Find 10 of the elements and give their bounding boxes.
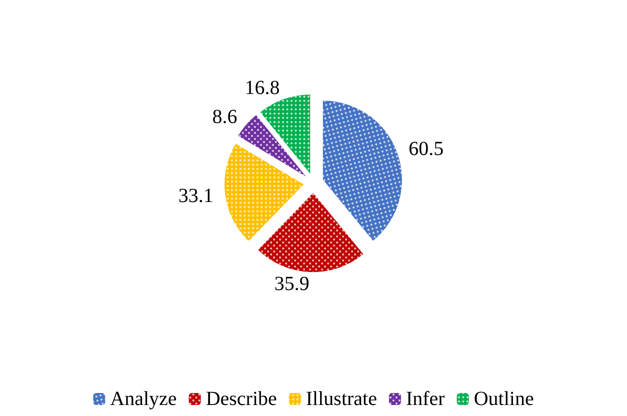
legend-label: Infer [406,388,446,410]
legend-label: Outline [474,388,534,410]
data-label: 60.5 [408,138,444,160]
legend-label: Analyze [110,388,177,410]
legend-label: Illustrate [306,388,378,410]
data-label: 35.9 [274,272,310,295]
data-label: 16.8 [244,76,280,99]
data-label: 8.6 [212,106,238,128]
data-label: 33.1 [178,185,214,208]
legend-label: Describe [206,388,278,410]
